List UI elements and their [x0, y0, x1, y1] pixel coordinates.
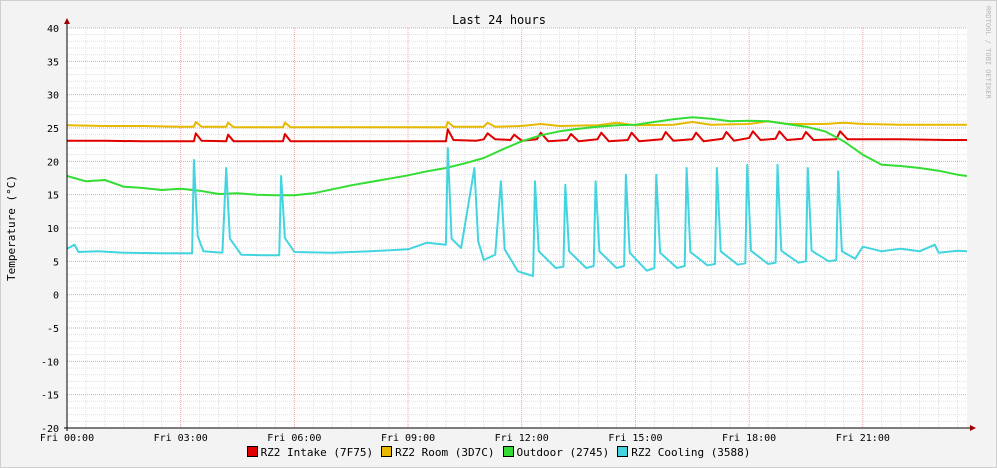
- series-line: [66, 147, 968, 277]
- y-tick-label: 10: [47, 224, 59, 235]
- legend-item: Outdoor (2745): [502, 446, 610, 459]
- legend-swatch: [246, 446, 258, 457]
- y-tick-label: 5: [53, 257, 59, 268]
- x-tick-label: Fri 15:00: [608, 433, 662, 444]
- x-tick-label: Fri 09:00: [381, 433, 435, 444]
- y-tick-label: 30: [47, 91, 59, 102]
- axes: [64, 18, 976, 431]
- x-tick-label: Fri 21:00: [836, 433, 890, 444]
- y-tick-label: 15: [47, 191, 59, 202]
- legend-swatch: [617, 446, 629, 457]
- chart-title: Last 24 hours: [452, 13, 546, 27]
- x-tick-label: Fri 03:00: [154, 433, 208, 444]
- x-tick-label: Fri 00:00: [40, 433, 94, 444]
- y-tick-label: -10: [41, 357, 59, 368]
- legend-item: RZ2 Cooling (3588): [617, 446, 750, 459]
- legend: RZ2 Intake (7F75) RZ2 Room (3D7C) Outdoor …: [0, 446, 997, 459]
- legend-label: RZ2 Intake (7F75): [260, 446, 374, 459]
- y-axis-label: Temperature (°C): [5, 175, 18, 281]
- legend-label: RZ2 Room (3D7C): [395, 446, 495, 459]
- x-axis-arrow: [970, 425, 976, 431]
- series-line: [67, 128, 967, 143]
- legend-label: RZ2 Cooling (3588): [631, 446, 751, 459]
- y-tick-label: 20: [47, 157, 59, 168]
- x-tick-label: Fri 12:00: [495, 433, 549, 444]
- legend-swatch: [381, 446, 393, 457]
- legend-item: RZ2 Intake (7F75): [246, 446, 374, 459]
- y-tick-label: -20: [41, 424, 59, 435]
- watermark: RRDTOOL / TOBI OETIKER: [984, 6, 992, 100]
- y-tick-label: -5: [47, 324, 59, 335]
- y-tick-label: 40: [47, 24, 59, 35]
- x-tick-label: Fri 06:00: [267, 433, 321, 444]
- y-tick-label: 25: [47, 124, 59, 135]
- series-line: [66, 116, 968, 197]
- y-axis-arrow: [64, 18, 70, 24]
- series-lines: [66, 116, 968, 277]
- y-tick-label: 35: [47, 57, 59, 68]
- y-tick-label: 0: [53, 291, 59, 302]
- legend-item: RZ2 Room (3D7C): [381, 446, 495, 459]
- legend-label: Outdoor (2745): [516, 446, 610, 459]
- legend-swatch: [502, 446, 514, 457]
- y-tick-label: -15: [41, 391, 59, 402]
- x-tick-label: Fri 18:00: [722, 433, 776, 444]
